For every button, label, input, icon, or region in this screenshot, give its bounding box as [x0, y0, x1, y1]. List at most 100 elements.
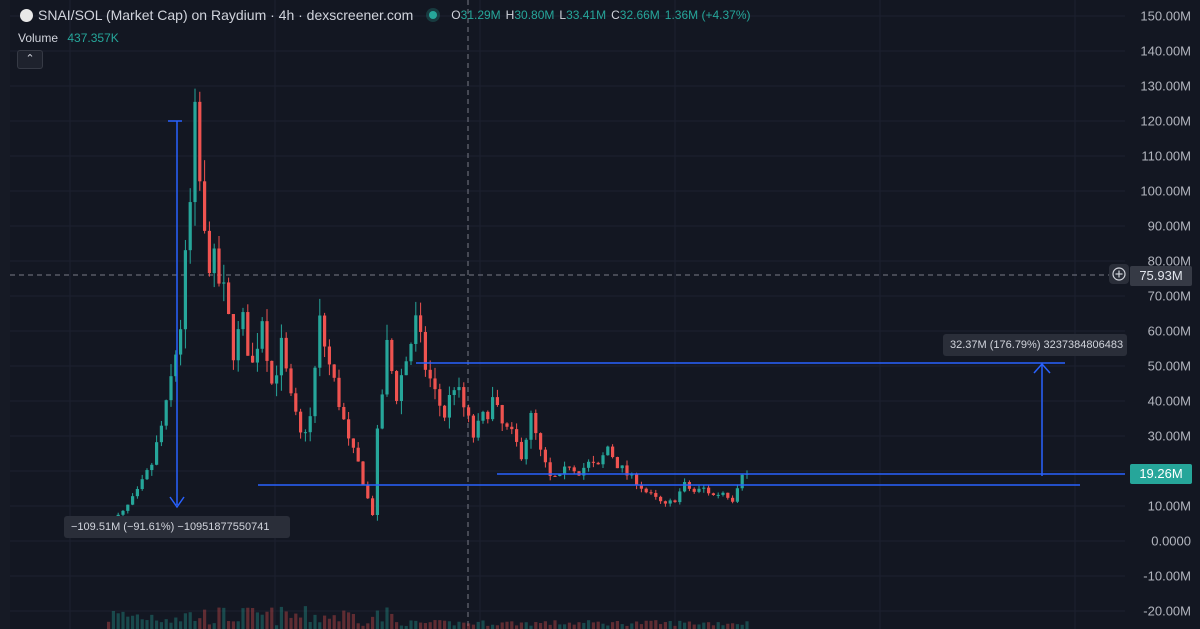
volume-bar — [462, 622, 466, 629]
volume-bar — [558, 624, 562, 629]
volume-bar — [342, 610, 346, 629]
candle-body — [342, 406, 346, 420]
measure-up-arrowhead — [1033, 362, 1051, 374]
volume-bar — [193, 620, 197, 629]
candle-body — [169, 376, 173, 401]
candle-body — [164, 400, 168, 426]
candle-body — [155, 442, 159, 465]
candlestick-chart[interactable] — [10, 0, 1125, 629]
close-key: C — [611, 8, 620, 22]
volume-bar — [577, 622, 581, 629]
price-axis-tick: 110.00M — [1141, 148, 1191, 164]
volume-bar — [505, 621, 509, 629]
candle-body — [337, 377, 341, 407]
candle-body — [668, 500, 672, 504]
volume-bar — [735, 624, 739, 629]
candle-body — [534, 412, 538, 434]
volume-bar — [711, 625, 715, 629]
volume-bar — [270, 607, 274, 629]
volume-bar — [548, 624, 552, 629]
candle-body — [375, 428, 379, 516]
candle-body — [563, 466, 567, 474]
candle-body — [625, 465, 629, 476]
volume-bar — [687, 621, 691, 629]
candle-body — [567, 466, 571, 468]
volume-bar — [375, 610, 379, 629]
candle-body — [121, 510, 125, 515]
volume-bar — [611, 622, 615, 629]
volume-bar — [159, 622, 163, 629]
candle-body — [438, 389, 442, 406]
volume-bar — [567, 622, 571, 629]
candle-body — [371, 498, 375, 516]
candle-body — [419, 315, 423, 332]
left-toolbar-edge — [0, 0, 10, 629]
candle-body — [702, 487, 706, 489]
volume-bar — [174, 617, 178, 629]
candle-body — [183, 250, 187, 330]
low-key: L — [559, 8, 567, 22]
volume-bar — [663, 622, 667, 629]
volume-bar — [318, 622, 322, 629]
volume-bar — [443, 620, 447, 629]
volume-bar — [659, 624, 663, 629]
volume-bar — [630, 623, 634, 629]
volume-bar — [428, 622, 432, 629]
collapse-legend-button[interactable]: ⌃ — [17, 50, 43, 69]
volume-bar — [414, 620, 418, 629]
volume-bar — [179, 621, 183, 629]
candle-body — [423, 331, 427, 370]
volume-bar — [726, 623, 730, 629]
candle-body — [193, 101, 197, 203]
price-axis-tick: 40.00M — [1147, 393, 1191, 409]
candle-body — [385, 339, 389, 395]
candle-body — [519, 441, 523, 460]
candle-body — [188, 202, 192, 251]
volume-bar — [606, 625, 610, 629]
candle-body — [207, 230, 211, 274]
symbol-title[interactable]: SNAI/SOL (Market Cap) on Raydium · 4h · … — [38, 7, 414, 23]
volume-bar — [111, 610, 115, 629]
candle-body — [673, 500, 677, 503]
volume-bar — [107, 621, 111, 629]
candle-body — [174, 354, 178, 377]
candle-body — [246, 312, 250, 356]
volume-bar — [673, 625, 677, 629]
candle-body — [587, 461, 591, 468]
measure-down-arrowhead — [169, 496, 185, 509]
volume-bar — [279, 606, 283, 629]
candle-body — [707, 487, 711, 494]
candle-body — [395, 371, 399, 401]
volume-bar — [255, 612, 259, 629]
candle-body — [198, 101, 202, 182]
price-axis-tick: -10.00M — [1143, 568, 1191, 584]
price-axis[interactable]: 150.00M 140.00M 130.00M 120.00M 110.00M 100.0… — [1125, 0, 1200, 629]
candle-body — [601, 455, 605, 465]
volume-bar — [510, 621, 514, 629]
measure-label-down: −109.51M (−91.61%) −10951877550741 — [64, 516, 290, 538]
candle-body — [548, 462, 552, 476]
volume-bar — [539, 622, 543, 629]
volume-bar — [404, 625, 408, 629]
volume-bar — [207, 624, 211, 629]
candle-body — [270, 360, 274, 384]
candle-body — [596, 462, 600, 465]
volume-bar — [553, 620, 557, 629]
volume-bar — [390, 613, 394, 629]
add-alert-plus-icon[interactable] — [1109, 264, 1129, 284]
chart-pane[interactable] — [10, 0, 1125, 629]
candle-body — [721, 492, 725, 495]
candle-body — [447, 394, 451, 418]
candle-body — [313, 367, 317, 417]
volume-bar — [227, 621, 231, 629]
candle-body — [265, 321, 269, 361]
price-axis-tick: 60.00M — [1147, 323, 1191, 339]
volume-bar — [697, 624, 701, 629]
token-logo-icon — [20, 8, 33, 22]
volume-bar — [491, 624, 495, 629]
volume-bar — [716, 622, 720, 629]
volume-bar — [731, 623, 735, 629]
candle-body — [260, 321, 264, 349]
volume-bar — [625, 625, 629, 629]
candle-body — [644, 488, 648, 493]
